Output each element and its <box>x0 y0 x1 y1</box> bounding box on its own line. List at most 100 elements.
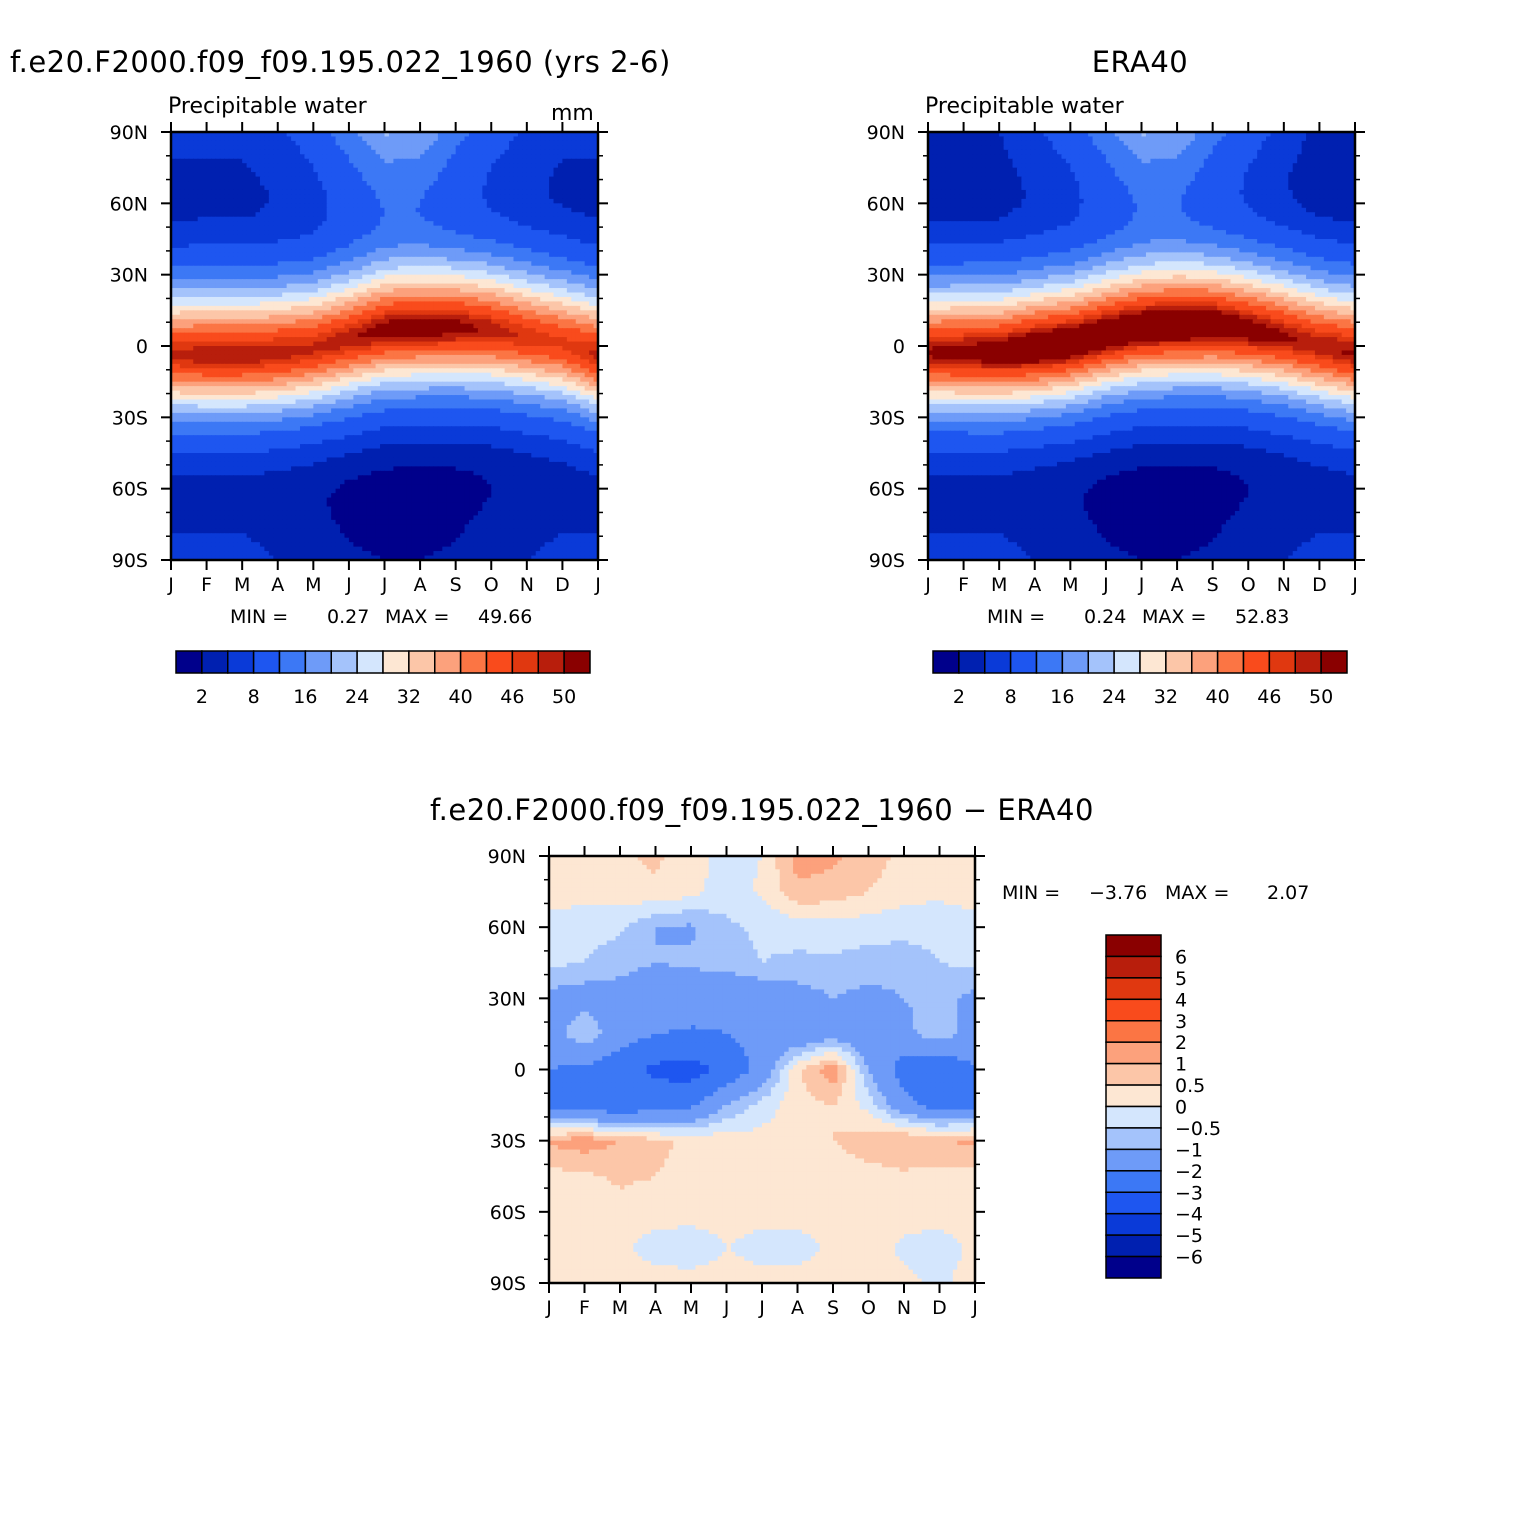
heatmap-cell <box>495 176 501 182</box>
heatmap-cell <box>206 243 212 249</box>
heatmap-cell <box>406 172 412 178</box>
heatmap-cell <box>299 140 306 146</box>
heatmap-cell <box>286 350 292 356</box>
heatmap-cell <box>584 252 590 258</box>
heatmap-cell <box>428 305 435 311</box>
heatmap-cell <box>589 181 595 187</box>
heatmap-cell <box>362 185 368 191</box>
heatmap-cell <box>286 247 292 253</box>
heatmap-cell <box>268 323 274 329</box>
heatmap-cell <box>442 332 448 338</box>
heatmap-cell <box>291 181 297 187</box>
heatmap-cell <box>259 279 266 285</box>
heatmap-cell <box>477 132 483 138</box>
heatmap-cell <box>219 279 225 285</box>
heatmap-cell <box>504 296 510 303</box>
heatmap-cell <box>304 225 310 231</box>
heatmap-cell <box>317 310 323 316</box>
heatmap-cell <box>264 149 270 155</box>
heatmap-cell <box>495 149 501 155</box>
heatmap-cell <box>575 341 581 347</box>
heatmap-cell <box>535 158 541 164</box>
heatmap-cell <box>273 145 279 151</box>
heatmap-cell <box>575 274 581 280</box>
heatmap-cell <box>246 212 252 218</box>
heatmap-cell <box>193 270 199 276</box>
heatmap-cell <box>562 359 568 365</box>
heatmap-cell <box>504 274 510 280</box>
heatmap-cell <box>375 301 381 307</box>
heatmap-cell <box>335 296 341 303</box>
heatmap-cell <box>451 185 457 191</box>
heatmap-cell <box>215 247 221 253</box>
heatmap-cell <box>517 225 523 231</box>
heatmap-cell <box>540 256 546 262</box>
heatmap-cell <box>584 234 590 240</box>
heatmap-cell <box>273 239 279 245</box>
heatmap-cell <box>486 136 492 142</box>
heatmap-cell <box>509 198 515 204</box>
heatmap-cell <box>384 172 390 178</box>
heatmap-cell <box>326 154 332 160</box>
heatmap-cell <box>308 256 314 262</box>
heatmap-cell <box>562 216 568 222</box>
heatmap-cell <box>237 292 243 298</box>
heatmap-cell <box>237 216 243 222</box>
heatmap-cell <box>202 163 208 169</box>
heatmap-cell <box>219 346 225 352</box>
heatmap-cell <box>380 181 386 187</box>
heatmap-cell <box>428 207 435 213</box>
heatmap-cell <box>562 341 568 347</box>
heatmap-cell <box>353 305 359 311</box>
heatmap-cell <box>295 212 301 218</box>
heatmap-cell <box>584 149 590 155</box>
heatmap-cell <box>437 310 443 316</box>
heatmap-cell <box>215 292 221 298</box>
heatmap-cell <box>348 154 354 160</box>
heatmap-cell <box>589 225 595 231</box>
heatmap-cell <box>411 283 417 289</box>
heatmap-cell <box>500 274 506 280</box>
heatmap-cell <box>366 346 372 352</box>
heatmap-cell <box>317 261 323 267</box>
heatmap-cell <box>553 346 559 352</box>
heatmap-cell <box>437 154 443 160</box>
heatmap-cell <box>517 354 523 360</box>
heatmap-cell <box>482 346 488 352</box>
heatmap-cell <box>202 279 208 285</box>
heatmap-cell <box>171 256 177 262</box>
heatmap-cell <box>437 359 443 365</box>
heatmap-cell <box>420 154 426 160</box>
heatmap-cell <box>482 172 488 178</box>
heatmap-cell <box>589 341 595 347</box>
heatmap-cell <box>277 341 283 347</box>
heatmap-cell <box>353 350 359 356</box>
heatmap-cell <box>531 239 537 245</box>
heatmap-cell <box>442 346 448 352</box>
heatmap-cell <box>353 140 359 146</box>
heatmap-cell <box>411 216 417 222</box>
heatmap-cell <box>540 145 546 151</box>
heatmap-cell <box>473 305 479 311</box>
heatmap-cell <box>242 305 248 311</box>
heatmap-cell <box>308 158 314 164</box>
heatmap-cell <box>277 359 283 365</box>
heatmap-cell <box>179 283 185 289</box>
heatmap-cell <box>322 346 328 352</box>
heatmap-cell <box>451 194 457 200</box>
heatmap-cell <box>464 359 470 365</box>
heatmap-cell <box>446 239 452 245</box>
heatmap-cell <box>384 279 390 285</box>
heatmap-cell <box>193 305 199 311</box>
heatmap-cell <box>540 247 546 253</box>
heatmap-cell <box>228 163 234 169</box>
heatmap-cell <box>317 163 323 169</box>
heatmap-cell <box>553 176 559 182</box>
heatmap-cell <box>544 261 550 267</box>
heatmap-cell <box>428 270 435 276</box>
heatmap-cell <box>277 154 283 160</box>
heatmap-cell <box>188 310 194 316</box>
heatmap-cell <box>535 243 541 249</box>
heatmap-cell <box>486 314 492 320</box>
heatmap-cell <box>219 136 225 142</box>
